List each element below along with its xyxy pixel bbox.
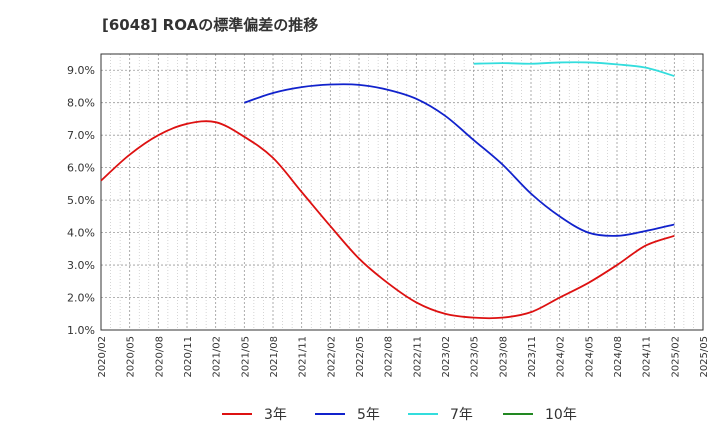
x-tick-label: 2021/11 [298,336,309,378]
x-tick-label: 2024/11 [642,336,653,378]
x-tick-label: 2021/05 [240,336,251,378]
x-tick-label: 2020/08 [154,336,165,378]
x-tick-label: 2023/11 [527,336,538,378]
x-tick-label: 2022/11 [412,336,423,378]
legend-label: 7年 [450,407,473,423]
y-tick-label: 8.0% [67,97,95,110]
series-lines [100,61,675,320]
x-tick-label: 2024/08 [613,336,624,378]
x-tick-label: 2024/02 [556,336,567,378]
grid [100,54,704,331]
y-tick-label: 7.0% [67,129,95,142]
x-tick-label: 2020/02 [97,336,108,378]
series-line-3年 [100,120,675,320]
x-tick-label: 2020/11 [183,336,194,378]
y-tick-label: 4.0% [67,227,95,240]
x-tick-label: 2023/05 [470,336,481,378]
plot-frame [100,53,704,331]
x-tick-label: 2022/02 [326,336,337,378]
x-tick-label: 2021/02 [212,336,223,378]
x-tick-label: 2025/05 [699,336,710,378]
y-tick-label: 5.0% [67,194,95,207]
x-tick-label: 2023/08 [498,336,509,378]
legend-label: 5年 [357,407,380,423]
x-tick-label: 2022/08 [384,336,395,378]
y-tick-label: 2.0% [67,292,95,305]
x-tick-label: 2023/02 [441,336,452,378]
x-tick-label: 2024/05 [584,336,595,378]
x-tick-label: 2021/08 [269,336,280,378]
series-line-5年 [244,83,675,237]
y-tick-label: 9.0% [67,64,95,77]
legend-label: 10年 [545,407,577,423]
legend-label: 3年 [264,407,287,423]
x-tick-label: 2025/02 [670,336,681,378]
legend: 3年 5年 7年 10年 [222,407,577,423]
y-tick-label: 6.0% [67,162,95,175]
x-tick-label: 2020/05 [126,336,137,378]
y-tick-label: 3.0% [67,259,95,272]
x-axis: 2020/02 2020/05 2020/08 2020/11 2021/02 2021/… [97,336,710,378]
y-tick-label: 1.0% [67,324,95,337]
y-axis: 1.0% 2.0% 3.0% 4.0% 5.0% 6.0% 7.0% 8.0% 9.0% [67,64,95,337]
chart-title: [6048] ROAの標準偏差の推移 [102,16,318,34]
series-line-7年 [473,61,675,77]
x-tick-label: 2022/05 [355,336,366,378]
